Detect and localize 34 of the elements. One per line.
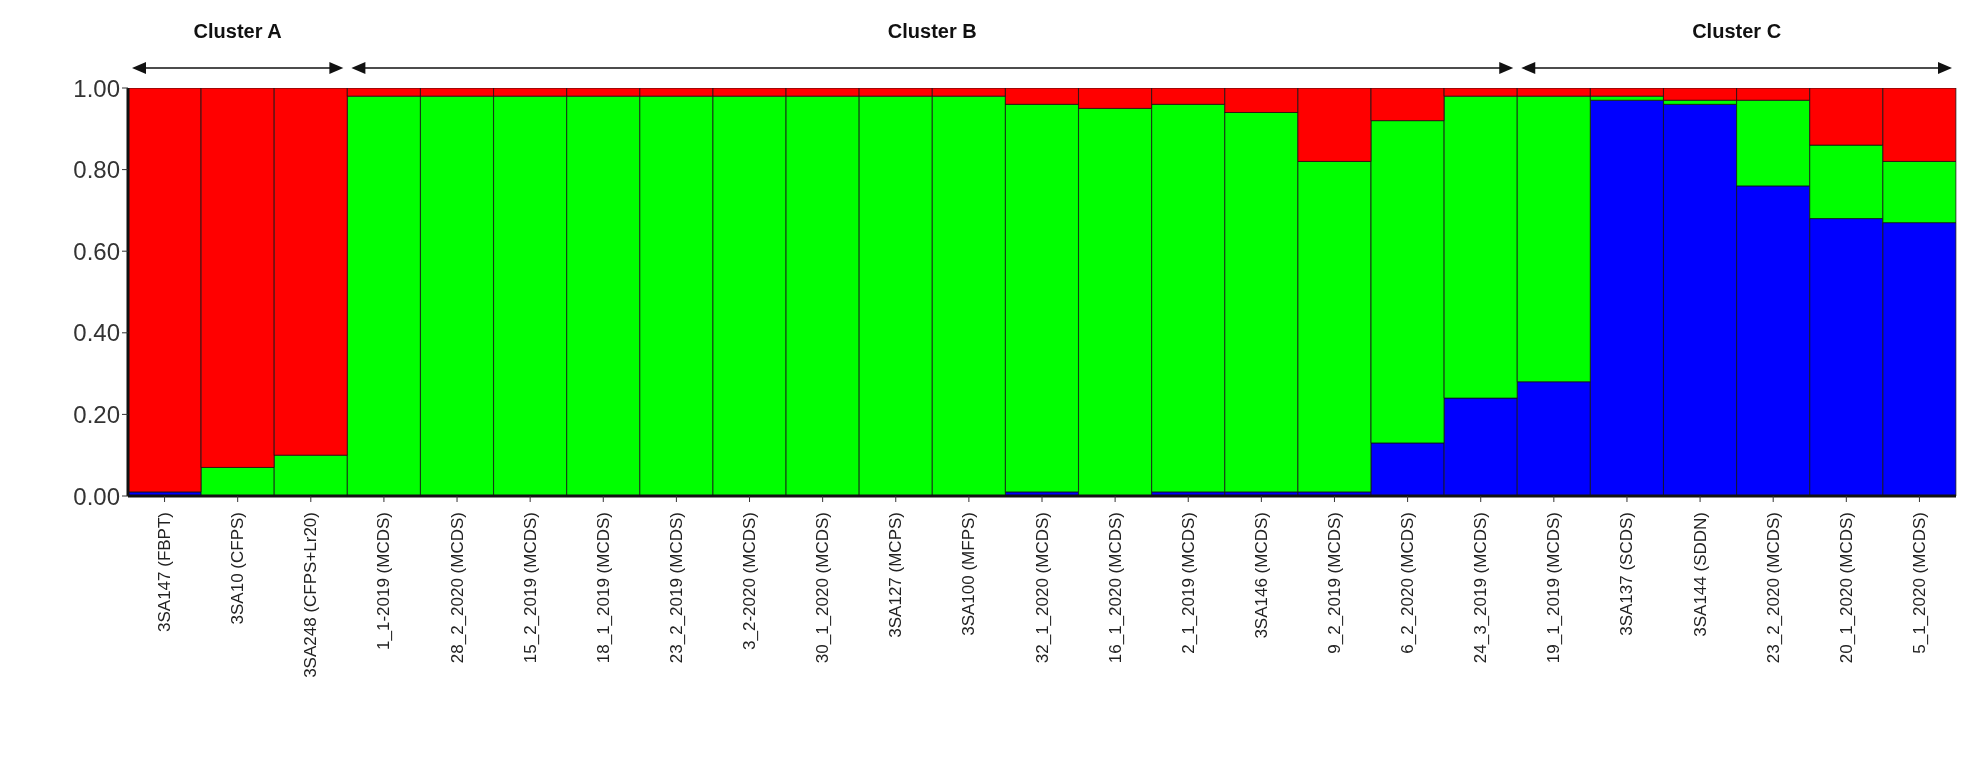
- y-tick-label: 0.40: [73, 319, 120, 347]
- x-tick-label: 2_1_2019 (MCDS): [1178, 512, 1198, 654]
- x-tick-label: 18_1_2019 (MCDS): [593, 512, 613, 664]
- x-tick-label: 24_3_2019 (MCDS): [1471, 512, 1491, 664]
- x-tick-label: 16_1_2020 (MCDS): [1105, 512, 1125, 664]
- x-tick-label: 20_1_2020 (MCDS): [1836, 512, 1856, 664]
- x-tick-label: 3SA147 (FBPT): [155, 512, 175, 632]
- x-tick-label: 23_2_2019 (MCDS): [666, 512, 686, 664]
- x-tick-label: 3SA248 (CFPS+Lr20): [301, 512, 321, 678]
- text: Cluster B: [887, 20, 977, 42]
- x-tick-label: 3SA144 (SDDN): [1690, 512, 1710, 637]
- text: Cluster A: [193, 20, 282, 42]
- x-tick-label: 15_2_2019 (MCDS): [520, 512, 540, 664]
- x-tick-label: 1_1-2019 (MCDS): [374, 512, 394, 650]
- y-tick-label: 1.00: [73, 74, 120, 102]
- x-tick-label: 3SA100 (MFPS): [959, 512, 979, 636]
- x-tick-label: 3SA137 (SCDS): [1617, 512, 1637, 636]
- y-tick-label: 0.80: [73, 156, 120, 184]
- x-tick-label: 32_1_2020 (MCDS): [1032, 512, 1052, 664]
- x-tick-label: 6_2_2020 (MCDS): [1398, 512, 1418, 654]
- x-tick-label: 3SA127 (MCPS): [886, 512, 906, 638]
- y-tick-label: 0.20: [73, 400, 120, 428]
- x-tick-label: 3SA10 (CFPS): [228, 512, 248, 625]
- x-tick-label: 3_2-2020 (MCDS): [740, 512, 760, 650]
- x-tick-label: 28_2_2020 (MCDS): [447, 512, 467, 664]
- x-tick-label: 19_1_2019 (MCDS): [1544, 512, 1564, 664]
- x-tick-label: 5_1_2020 (MCDS): [1909, 512, 1929, 654]
- y-tick-label: 0.60: [73, 237, 120, 265]
- x-tick-label: 23_2_2020 (MCDS): [1763, 512, 1783, 664]
- x-tick-label: 9_2_2019 (MCDS): [1324, 512, 1344, 654]
- text: Cluster C: [1692, 20, 1782, 42]
- x-tick-label: 30_1_2020 (MCDS): [813, 512, 833, 664]
- x-tick-label: 3SA146 (MCDS): [1251, 512, 1271, 639]
- y-tick-label: 0.00: [73, 482, 120, 510]
